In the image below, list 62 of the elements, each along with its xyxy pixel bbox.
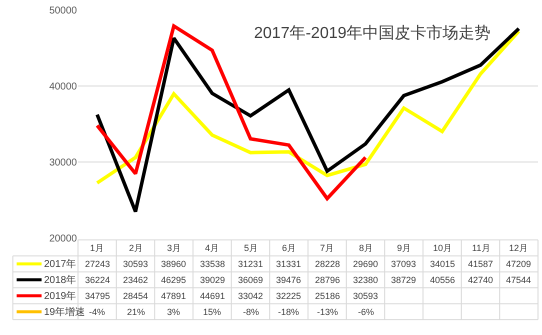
data-label: 36069 — [238, 275, 264, 285]
x-tick-label: 5月 — [244, 243, 258, 253]
data-label: 47544 — [506, 275, 532, 285]
x-tick-label: 3月 — [167, 243, 182, 253]
data-label: 47891 — [161, 291, 186, 301]
data-label: 33538 — [200, 259, 226, 269]
data-label: 38729 — [391, 275, 416, 285]
legend-label: 2019年 — [44, 290, 76, 302]
text: 2017年-2019年中国皮卡市场走势 — [254, 24, 491, 42]
text: -18% — [278, 307, 300, 317]
data-label: 46295 — [161, 275, 186, 285]
legend-label: 2017年 — [44, 258, 76, 270]
text: 21% — [127, 307, 146, 317]
data-label: 28796 — [315, 275, 340, 285]
data-label: 27243 — [85, 259, 110, 269]
data-label: 42740 — [468, 275, 494, 285]
data-label: 39029 — [200, 275, 226, 285]
data-label: 33042 — [238, 291, 264, 301]
data-label: 37093 — [391, 259, 416, 269]
legend-label: 2018年 — [44, 274, 76, 286]
data-label: 32380 — [353, 275, 378, 285]
x-tick-label: 1月 — [90, 243, 104, 253]
data-label: 25186 — [315, 291, 340, 301]
x-tick-label: 4月 — [205, 243, 220, 253]
y-tick-label: 40000 — [49, 81, 78, 92]
text: -6% — [358, 307, 374, 317]
data-label: 28228 — [315, 259, 340, 269]
data-label: 34795 — [85, 291, 110, 301]
line-series — [95, 26, 521, 214]
data-label: 29690 — [353, 259, 378, 269]
data-label: 40556 — [430, 275, 456, 285]
x-tick-label: 6月 — [282, 243, 296, 253]
x-tick-label: 8月 — [359, 243, 374, 253]
text: -4% — [89, 307, 106, 317]
y-tick-label: 30000 — [49, 157, 78, 168]
data-label: 31231 — [238, 259, 264, 269]
data-label: 38960 — [161, 259, 186, 269]
text: -13% — [317, 307, 338, 317]
data-label: 23462 — [123, 275, 148, 285]
x-tick-label: 10月 — [433, 243, 452, 253]
x-tick-label: 2月 — [129, 243, 144, 253]
text: 15% — [203, 307, 222, 317]
data-label: 41587 — [468, 259, 494, 269]
data-label: 31331 — [276, 259, 302, 269]
x-tick-label: 7月 — [320, 243, 334, 253]
data-label: 34015 — [430, 259, 456, 269]
y-tick-label: 50000 — [49, 5, 78, 16]
text: 3% — [167, 307, 180, 317]
data-label: 44691 — [200, 291, 226, 301]
x-tick-label: 12月 — [509, 243, 528, 253]
legend-label: 19年增速 — [44, 306, 86, 318]
data-label: 30593 — [123, 259, 148, 269]
data-label: 39476 — [276, 275, 302, 285]
x-tick-label: 9月 — [397, 243, 412, 253]
data-label: 32225 — [276, 291, 302, 301]
data-label: 47209 — [506, 259, 532, 269]
text: -8% — [243, 307, 260, 317]
y-tick-label: 20000 — [49, 233, 78, 244]
data-label: 28454 — [123, 291, 148, 301]
data-label: 30593 — [353, 291, 378, 301]
x-tick-label: 11月 — [472, 243, 490, 253]
data-label: 36224 — [85, 275, 110, 285]
